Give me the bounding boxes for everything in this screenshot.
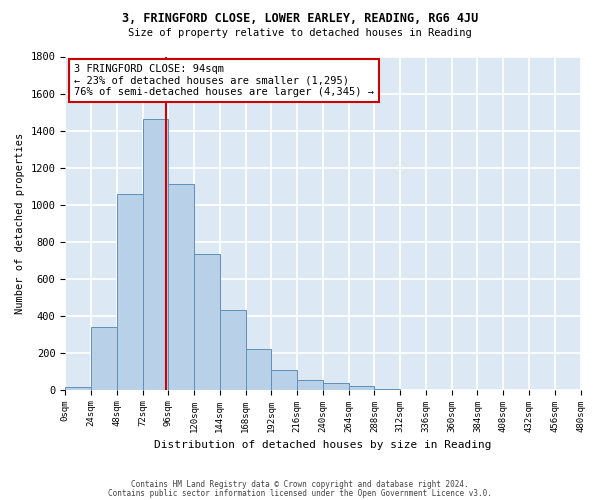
Bar [245, 349, 271, 390]
Bar [117, 194, 143, 390]
Text: Contains HM Land Registry data © Crown copyright and database right 2024.: Contains HM Land Registry data © Crown c… [131, 480, 469, 489]
Bar [143, 120, 169, 390]
X-axis label: Distribution of detached houses by size in Reading: Distribution of detached houses by size … [154, 440, 491, 450]
Bar [323, 383, 349, 390]
Bar [194, 254, 220, 390]
Bar [297, 380, 323, 390]
Bar [374, 389, 400, 390]
Y-axis label: Number of detached properties: Number of detached properties [15, 132, 25, 314]
Text: Contains public sector information licensed under the Open Government Licence v3: Contains public sector information licen… [108, 488, 492, 498]
Bar [65, 387, 91, 390]
Bar [349, 386, 374, 390]
Text: 3, FRINGFORD CLOSE, LOWER EARLEY, READING, RG6 4JU: 3, FRINGFORD CLOSE, LOWER EARLEY, READIN… [122, 12, 478, 26]
Bar [271, 370, 297, 390]
Text: Size of property relative to detached houses in Reading: Size of property relative to detached ho… [128, 28, 472, 38]
Text: 3 FRINGFORD CLOSE: 94sqm
← 23% of detached houses are smaller (1,295)
76% of sem: 3 FRINGFORD CLOSE: 94sqm ← 23% of detach… [74, 64, 374, 97]
Bar [91, 327, 117, 390]
Bar [220, 310, 245, 390]
Bar [169, 184, 194, 390]
